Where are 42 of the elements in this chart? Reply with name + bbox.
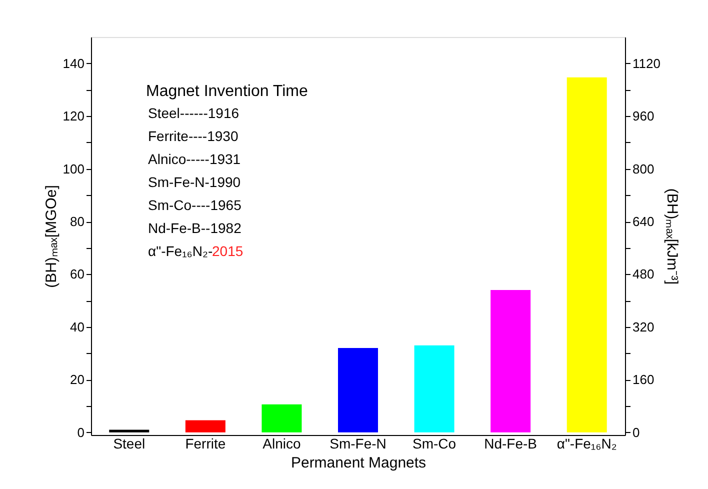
x-axis-title: Permanent Magnets bbox=[290, 454, 426, 472]
bar bbox=[490, 290, 531, 432]
y-tick-label: 40 bbox=[70, 319, 84, 334]
y2-axis-title: (BH)ₘₐₓ[kJm⁻³] bbox=[663, 188, 680, 285]
y-tick-label: 0 bbox=[77, 424, 84, 440]
annotation: Ferrite----1930 bbox=[148, 128, 238, 144]
y2-tick-label: 480 bbox=[632, 266, 654, 282]
x-tick-label: Nd-Fe-B bbox=[484, 436, 538, 452]
bar bbox=[109, 430, 150, 432]
bar bbox=[338, 348, 378, 432]
bar bbox=[414, 345, 454, 432]
y-tick-label: 140 bbox=[62, 56, 84, 71]
annotation: Alnico-----1931 bbox=[148, 151, 241, 167]
annotation: Sm-Co----1965 bbox=[148, 197, 242, 213]
y2-tick-label: 800 bbox=[632, 161, 654, 176]
x-tick-label: Sm-Fe-N bbox=[330, 436, 386, 452]
y-axis-title: (BH)ₘₐₓ[MGOe] bbox=[42, 185, 60, 288]
y2-tick-label: 160 bbox=[632, 372, 654, 388]
x-tick-label: α"-Fe₁₆N₂ bbox=[556, 436, 617, 452]
y2-tick-label: 320 bbox=[632, 319, 654, 334]
annotation: Magnet Invention Time bbox=[146, 83, 308, 100]
y-tick-label: 60 bbox=[70, 266, 84, 282]
x-tick-label: Ferrite bbox=[185, 436, 226, 452]
annotation: 2015 bbox=[212, 243, 244, 259]
x-tick-label: Alnico bbox=[262, 436, 301, 452]
y2-tick-label: 960 bbox=[632, 108, 654, 124]
annotation: α"-Fe₁₆N₂- bbox=[148, 243, 213, 259]
bar bbox=[185, 420, 226, 432]
y-tick-label: 80 bbox=[70, 214, 84, 230]
y-tick-label: 20 bbox=[70, 372, 84, 388]
x-tick-label: Sm-Co bbox=[412, 436, 456, 452]
y2-tick-label: 1120 bbox=[632, 56, 660, 71]
y-tick-label: 120 bbox=[62, 108, 84, 124]
x-tick-label: Steel bbox=[113, 436, 146, 452]
y2-tick-label: 0 bbox=[632, 424, 640, 440]
y2-tick-label: 640 bbox=[632, 214, 654, 230]
annotation: Sm-Fe-N-1990 bbox=[148, 174, 241, 190]
annotation: Steel------1916 bbox=[148, 105, 240, 121]
bar bbox=[262, 404, 302, 432]
bar bbox=[566, 77, 607, 432]
annotation: Nd-Fe-B--1982 bbox=[148, 220, 242, 236]
y-tick-label: 100 bbox=[62, 161, 84, 176]
